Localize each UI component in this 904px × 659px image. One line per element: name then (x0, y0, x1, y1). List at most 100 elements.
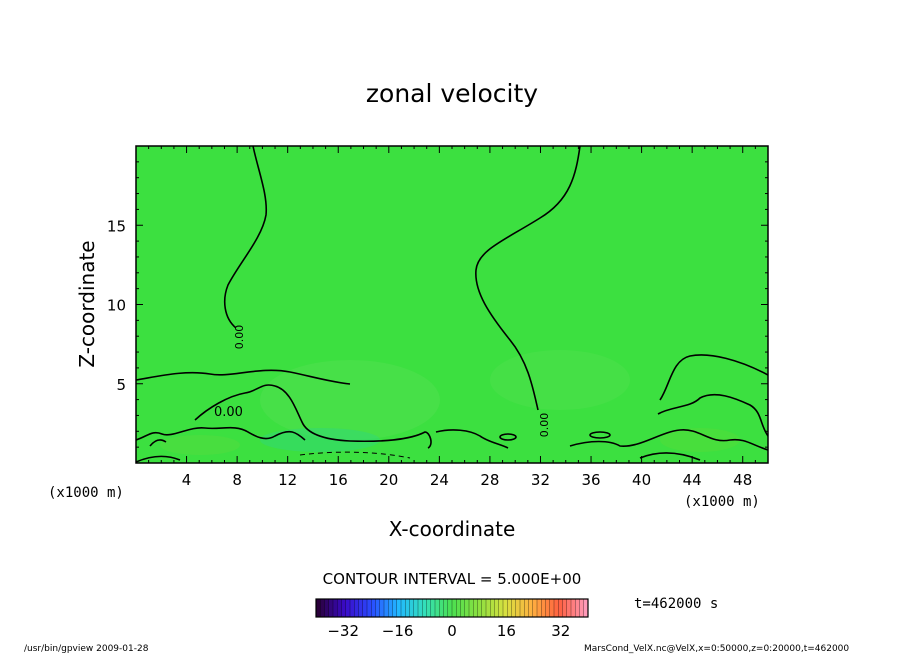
contour-label: 0.00 (233, 325, 246, 350)
y-ticks: 5 10 15 (107, 161, 768, 448)
colorbar-tick-label: −32 (327, 622, 359, 640)
x-tick-label: 44 (683, 471, 702, 489)
colorbar-cell (337, 599, 342, 617)
colorbar-cell (333, 599, 338, 617)
contour-lower-mid (435, 429, 509, 449)
colorbar-cell (575, 599, 580, 617)
colorbar-cell (413, 599, 419, 617)
contour-upper-right (659, 354, 768, 401)
colorbar-cell (392, 599, 398, 617)
x-tick-label: 12 (278, 471, 297, 489)
colorbar-cell (545, 599, 551, 617)
colorbar-cell (371, 599, 376, 617)
colorbar-cell (464, 599, 470, 617)
x-tick-label: 32 (531, 471, 550, 489)
colorbar-tick-label: 0 (447, 622, 457, 640)
y-tick-label: 10 (107, 297, 126, 315)
colorbar-cell (439, 599, 444, 617)
colorbar-cell (579, 599, 585, 617)
colorbar-cell (443, 599, 449, 617)
x-tick-label: 40 (632, 471, 651, 489)
contour-near-surface-right (639, 452, 701, 461)
chart-title: zonal velocity (366, 79, 538, 108)
colorbar-cell (328, 599, 334, 617)
colorbar-cell (503, 599, 508, 617)
colorbar-cell (562, 599, 568, 617)
colorbar-cell (460, 599, 466, 617)
colorbar-cell (320, 599, 325, 617)
contour-label: 0.00 (214, 405, 243, 420)
colorbar-cell (426, 599, 432, 617)
colorbar-cell (524, 599, 529, 617)
colorbar-cell (375, 599, 381, 617)
colorbar-cell (481, 599, 487, 617)
colorbar-cell (409, 599, 415, 617)
x-tick-label: 4 (182, 471, 192, 489)
colorbar-cell (405, 599, 410, 617)
colorbar-cell (558, 599, 563, 617)
colorbar-cell (452, 599, 457, 617)
contour-middle-right (657, 393, 768, 437)
contour-negative (299, 451, 411, 459)
colorbar-cell (469, 599, 474, 617)
colorbar-cell (396, 599, 402, 617)
colorbar-cell (583, 599, 589, 617)
colorbar-cell (507, 599, 512, 617)
plot-area (136, 146, 768, 463)
x-tick-label: 36 (581, 471, 600, 489)
colorbar-cell (528, 599, 534, 617)
contour-lower-right (569, 429, 768, 451)
colorbar-cell (350, 599, 355, 617)
y-tick-label: 15 (107, 217, 126, 235)
colorbar-cell (388, 599, 393, 617)
colorbar-cell (324, 599, 330, 617)
colorbar-cell (447, 599, 453, 617)
contour-lines (136, 146, 768, 463)
colorbar-cell (341, 599, 347, 617)
x-tick-label: 48 (733, 471, 752, 489)
colorbar-cell (549, 599, 555, 617)
time-label: t=462000 s (634, 596, 718, 612)
contour-upper-left (136, 369, 351, 385)
colorbar-cell (401, 599, 406, 617)
footer-right: MarsCond_VelX.nc@VelX,x=0:50000,z=0:2000… (584, 644, 849, 654)
x-tick-label: 24 (430, 471, 449, 489)
y-tick-label: 5 (116, 376, 126, 394)
colorbar-cell (316, 599, 321, 617)
colorbar-cell (532, 599, 538, 617)
contour-zero-right-upper (475, 146, 581, 411)
colorbar-cell (515, 599, 521, 617)
colorbar-cell (422, 599, 427, 617)
x-tick-label: 16 (329, 471, 348, 489)
contour-lower-left (136, 426, 306, 441)
colorbar-cell (362, 599, 368, 617)
colorbar-cell (379, 599, 385, 617)
x-ticks: 4 8 12 16 20 24 28 32 36 40 44 48 (148, 146, 756, 489)
x-tick-label: 28 (480, 471, 499, 489)
colorbar-cell (571, 599, 576, 617)
colorbar-cell (418, 599, 423, 617)
colorbar-tick-label: 32 (551, 622, 570, 640)
colorbar-cell (498, 599, 504, 617)
colorbar-cell (367, 599, 372, 617)
colorbar-cell (520, 599, 525, 617)
colorbar-cell (490, 599, 495, 617)
colorbar-cell (473, 599, 478, 617)
footer-left: /usr/bin/gpview 2009-01-28 (24, 644, 149, 654)
colorbar-cell (494, 599, 500, 617)
x-unit-label-left: (x1000 m) (48, 485, 124, 501)
colorbar-cell (511, 599, 517, 617)
colorbar-cell (566, 599, 572, 617)
contour-near-surface-left (136, 455, 181, 463)
colorbar-cell (358, 599, 364, 617)
colorbar-cell (435, 599, 440, 617)
colorbar-tick-label: −16 (382, 622, 414, 640)
x-tick-label: 20 (379, 471, 398, 489)
x-tick-label: 8 (232, 471, 242, 489)
colorbar-cell (537, 599, 542, 617)
colorbar-cell (430, 599, 436, 617)
colorbar-cell (354, 599, 359, 617)
contour-middle-left (194, 384, 432, 449)
colorbar-cell (456, 599, 461, 617)
x-axis-label: X-coordinate (389, 517, 516, 541)
